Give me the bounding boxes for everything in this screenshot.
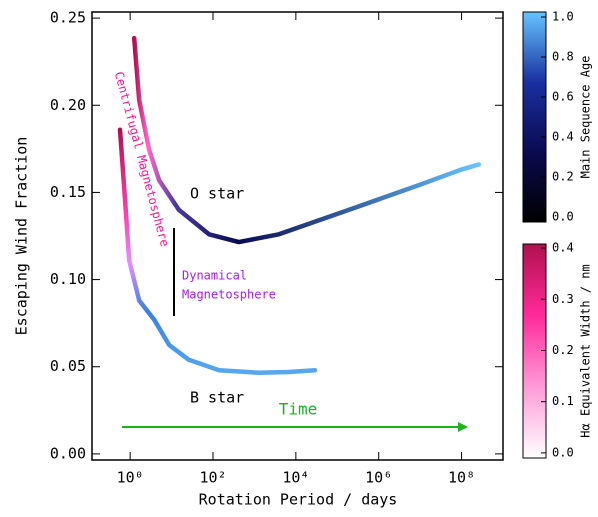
- y-axis-title: Escaping Wind Fraction: [13, 137, 31, 336]
- colorbar-tick-label: 0.4: [552, 241, 574, 255]
- x-axis-title: Rotation Period / days: [199, 491, 398, 509]
- colorbar-tick-label: 0.2: [552, 343, 574, 357]
- colorbar-title: Main Sequence Age: [579, 56, 593, 179]
- series-line: [117, 127, 318, 376]
- time-label: Time: [279, 400, 318, 419]
- o-star-label: O star: [190, 185, 244, 203]
- colorbar: [522, 11, 547, 223]
- colorbar-tick-label: 0.3: [552, 292, 574, 306]
- colorbar-tick-label: 0.1: [552, 394, 574, 408]
- y-tick-label: 0.00: [50, 444, 86, 462]
- x-tick-label: 10²: [199, 469, 226, 487]
- dynamical-label: Dynamical: [182, 269, 247, 283]
- y-tick-label: 0.20: [50, 96, 86, 114]
- x-tick-label: 10⁶: [365, 469, 392, 487]
- dynamical-label: Magnetosphere: [182, 288, 276, 302]
- y-tick-label: 0.25: [50, 9, 86, 27]
- colorbar-tick-label: 1.0: [552, 10, 574, 24]
- colorbar: [522, 243, 547, 459]
- x-tick-label: 10⁰: [117, 469, 144, 487]
- b-star-label: B star: [190, 389, 244, 407]
- colorbar-tick-label: 0.4: [552, 130, 574, 144]
- series-line: [131, 35, 482, 245]
- y-tick-label: 0.10: [50, 270, 86, 288]
- colorbar-tick-label: 0.2: [552, 170, 574, 184]
- y-tick-label: 0.15: [50, 183, 86, 201]
- colorbar-title: Hα Equivalent Width / nm: [579, 264, 593, 437]
- x-tick-label: 10⁸: [448, 469, 475, 487]
- colorbar-tick-label: 0.8: [552, 50, 574, 64]
- colorbar-tick-label: 0.0: [552, 210, 574, 224]
- y-tick-label: 0.05: [50, 357, 86, 375]
- colorbar-tick-label: 0.6: [552, 90, 574, 104]
- x-tick-label: 10⁴: [282, 469, 309, 487]
- plot-frame: [91, 11, 504, 461]
- colorbar-tick-label: 0.0: [552, 445, 574, 459]
